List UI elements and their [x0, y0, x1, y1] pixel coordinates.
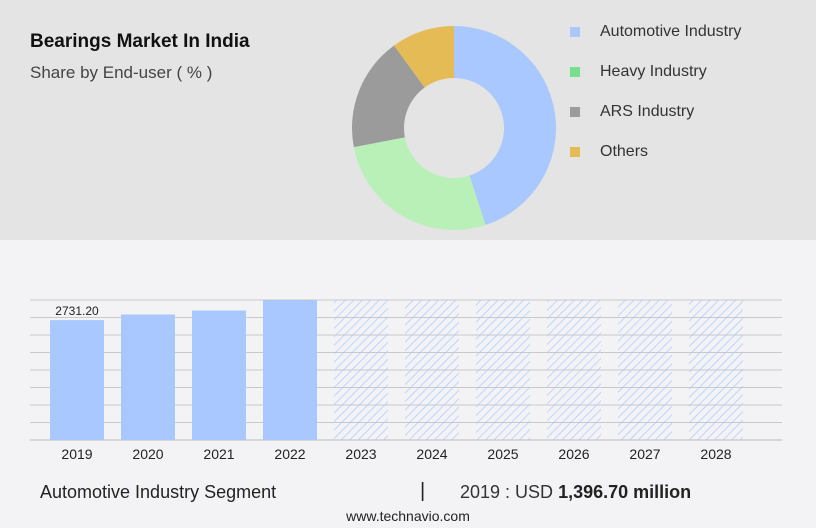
- donut-slice-ars[interactable]: [352, 45, 425, 148]
- page-subtitle: Share by End-user ( % ): [30, 63, 213, 82]
- legend-swatch-ars: [570, 107, 580, 117]
- bar-2023[interactable]: [334, 300, 388, 440]
- source-link[interactable]: www.technavio.com: [346, 508, 470, 524]
- legend-item-others[interactable]: Others: [570, 132, 741, 172]
- x-tick-label-2027: 2027: [629, 446, 660, 462]
- donut-chart: [352, 26, 556, 231]
- legend-label-heavy: Heavy Industry: [600, 63, 707, 80]
- legend-swatch-others: [570, 147, 580, 157]
- legend-swatch-heavy: [570, 67, 580, 77]
- footer-divider: |: [420, 480, 426, 502]
- legend-label-others: Others: [600, 143, 649, 160]
- donut-slice-automotive[interactable]: [454, 26, 556, 226]
- x-tick-label-2025: 2025: [487, 446, 518, 462]
- page-title: Bearings Market In India: [30, 31, 250, 52]
- bar-2024[interactable]: [405, 300, 459, 440]
- segment-value: 2019 : USD 1,396.70 million: [460, 482, 691, 503]
- x-tick-label-2026: 2026: [558, 446, 589, 462]
- x-tick-label-2021: 2021: [203, 446, 234, 462]
- x-tick-label-2022: 2022: [274, 446, 305, 462]
- x-tick-label-2023: 2023: [345, 446, 376, 462]
- x-tick-label-2020: 2020: [132, 446, 163, 462]
- legend-swatch-automotive: [570, 27, 580, 37]
- x-tick-label-2028: 2028: [700, 446, 731, 462]
- bar-2020[interactable]: [121, 314, 175, 440]
- bar-2025[interactable]: [476, 300, 530, 440]
- bar-2026[interactable]: [547, 300, 601, 440]
- donut-slice-others[interactable]: [394, 26, 454, 88]
- bar-2027[interactable]: [618, 300, 672, 440]
- legend-item-heavy[interactable]: Heavy Industry: [570, 52, 741, 92]
- legend-item-ars[interactable]: ARS Industry: [570, 92, 741, 132]
- segment-value-amount: 1,396.70 million: [558, 482, 692, 502]
- legend-label-ars: ARS Industry: [600, 103, 695, 120]
- legend: Automotive Industry Heavy Industry ARS I…: [570, 12, 741, 172]
- bar-2022[interactable]: [263, 300, 317, 440]
- bar-2028[interactable]: [689, 300, 743, 440]
- segment-year-prefix: 2019 : USD: [460, 482, 554, 502]
- data-label-2019: 2731.20: [55, 304, 99, 318]
- legend-label-automotive: Automotive Industry: [600, 23, 742, 40]
- segment-label: Automotive Industry Segment: [40, 482, 277, 502]
- x-tick-label-2019: 2019: [61, 446, 92, 462]
- legend-item-automotive[interactable]: Automotive Industry: [570, 12, 741, 52]
- donut-slice-heavy[interactable]: [353, 137, 486, 231]
- x-tick-label-2024: 2024: [416, 446, 447, 462]
- bar-2019[interactable]: [50, 320, 104, 440]
- bar-2021[interactable]: [192, 310, 246, 440]
- bar-chart: 2019 2731.20 2020 2021 2022 2023 2024 2025 2026 2…: [30, 299, 782, 462]
